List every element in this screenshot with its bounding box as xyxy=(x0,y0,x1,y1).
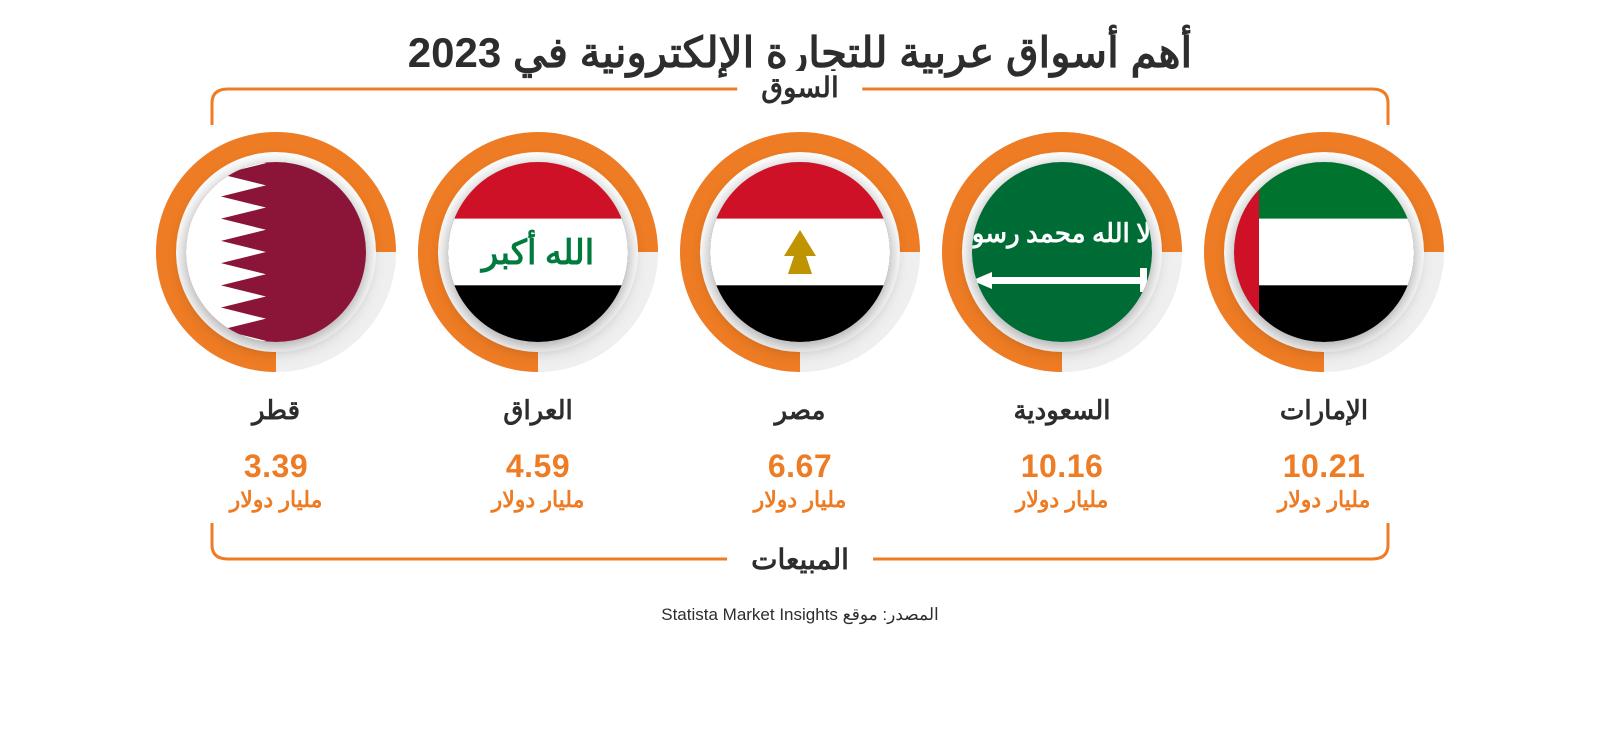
country-name: السعودية xyxy=(937,395,1187,426)
items-row: الإمارات10.21مليار دولارلا إله إلا الله … xyxy=(135,97,1465,513)
bottom-bracket-label: المبيعات xyxy=(727,543,873,576)
bottom-area: المبيعات xyxy=(135,519,1465,599)
flag-egypt-icon xyxy=(710,162,890,342)
market-value: 3.39 xyxy=(151,448,401,485)
svg-text:الله أكبر: الله أكبر xyxy=(480,230,594,273)
chart-area: السوق الإمارات10.21مليار دولارلا إله إلا… xyxy=(135,97,1465,513)
market-item-uae: الإمارات 10.21مليار دولار xyxy=(1199,127,1449,513)
ring xyxy=(675,127,925,377)
source-text: المصدر: موقع Statista Market Insights xyxy=(0,605,1600,625)
market-item-egypt: مصر 6.67مليار دولار xyxy=(675,127,925,513)
flag-uae-icon xyxy=(1234,162,1414,342)
market-value: 6.67 xyxy=(675,448,925,485)
market-item-qatar: قطر 3.39مليار دولار xyxy=(151,127,401,513)
market-unit: مليار دولار xyxy=(151,487,401,513)
country-name: قطر xyxy=(151,395,401,426)
svg-text:لا إله إلا الله محمد رسول الله: لا إله إلا الله محمد رسول الله xyxy=(972,219,1152,249)
page-title: أهم أسواق عربية للتجارة الإلكترونية في 2… xyxy=(0,28,1600,77)
market-value: 10.21 xyxy=(1199,448,1449,485)
country-name: الإمارات xyxy=(1199,395,1449,426)
market-unit: مليار دولار xyxy=(413,487,663,513)
country-name: مصر xyxy=(675,395,925,426)
country-name: العراق xyxy=(413,395,663,426)
ring: لا إله إلا الله محمد رسول الله xyxy=(937,127,1187,377)
market-value: 4.59 xyxy=(413,448,663,485)
market-item-iraq: الله أكبر العراق 4.59مليار دولار xyxy=(413,127,663,513)
market-item-ksa: لا إله إلا الله محمد رسول الله السعودية 10… xyxy=(937,127,1187,513)
market-unit: مليار دولار xyxy=(675,487,925,513)
market-unit: مليار دولار xyxy=(937,487,1187,513)
flag-ksa-icon: لا إله إلا الله محمد رسول الله xyxy=(972,162,1152,342)
ring xyxy=(151,127,401,377)
flag-iraq-icon: الله أكبر xyxy=(448,162,628,342)
flag-qatar-icon xyxy=(186,162,366,342)
ring xyxy=(1199,127,1449,377)
market-value: 10.16 xyxy=(937,448,1187,485)
top-bracket-label: السوق xyxy=(737,71,862,104)
market-unit: مليار دولار xyxy=(1199,487,1449,513)
ring: الله أكبر xyxy=(413,127,663,377)
